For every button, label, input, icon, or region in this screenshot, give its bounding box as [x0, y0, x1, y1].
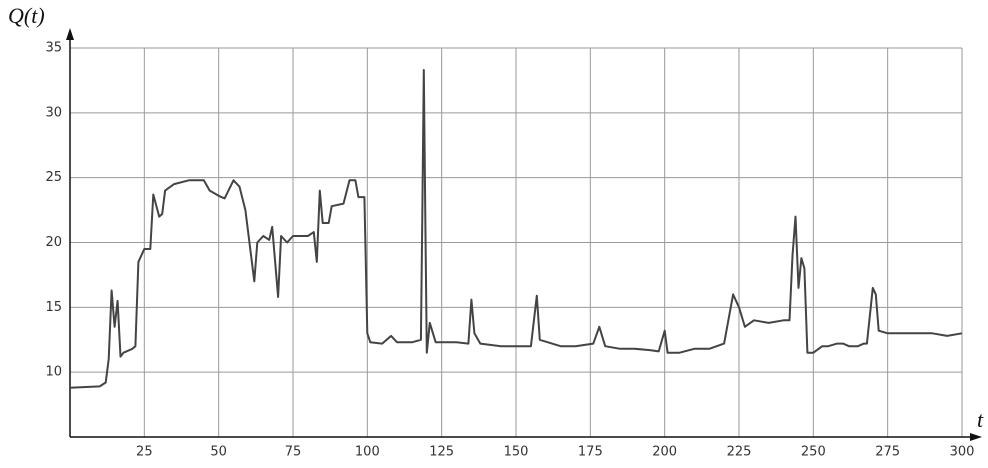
x-tick-label: 75 [285, 445, 302, 460]
y-tick-label: 10 [45, 365, 62, 380]
x-tick-label: 275 [875, 445, 900, 460]
y-tick-label: 35 [45, 41, 62, 56]
y-axis-arrow [66, 28, 74, 40]
x-axis-arrow [970, 433, 982, 441]
data-line [69, 69, 963, 389]
y-tick-label: 25 [45, 170, 62, 185]
x-tick-label: 225 [727, 445, 752, 460]
x-tick-label: 25 [136, 445, 153, 460]
y-tick-label: 20 [45, 235, 62, 250]
y-axis-label: Q(t) [8, 3, 45, 28]
x-tick-label: 250 [801, 445, 826, 460]
x-tick-label: 100 [355, 445, 380, 460]
x-tick-label: 125 [429, 445, 454, 460]
x-axis-label: t [977, 407, 984, 432]
y-tick-label: 15 [45, 300, 62, 315]
x-tick-label: 150 [504, 445, 529, 460]
y-tick-label: 30 [45, 105, 62, 120]
x-tick-label: 300 [950, 445, 975, 460]
x-tick-label: 50 [210, 445, 227, 460]
x-tick-label: 200 [652, 445, 677, 460]
x-tick-label: 175 [578, 445, 603, 460]
